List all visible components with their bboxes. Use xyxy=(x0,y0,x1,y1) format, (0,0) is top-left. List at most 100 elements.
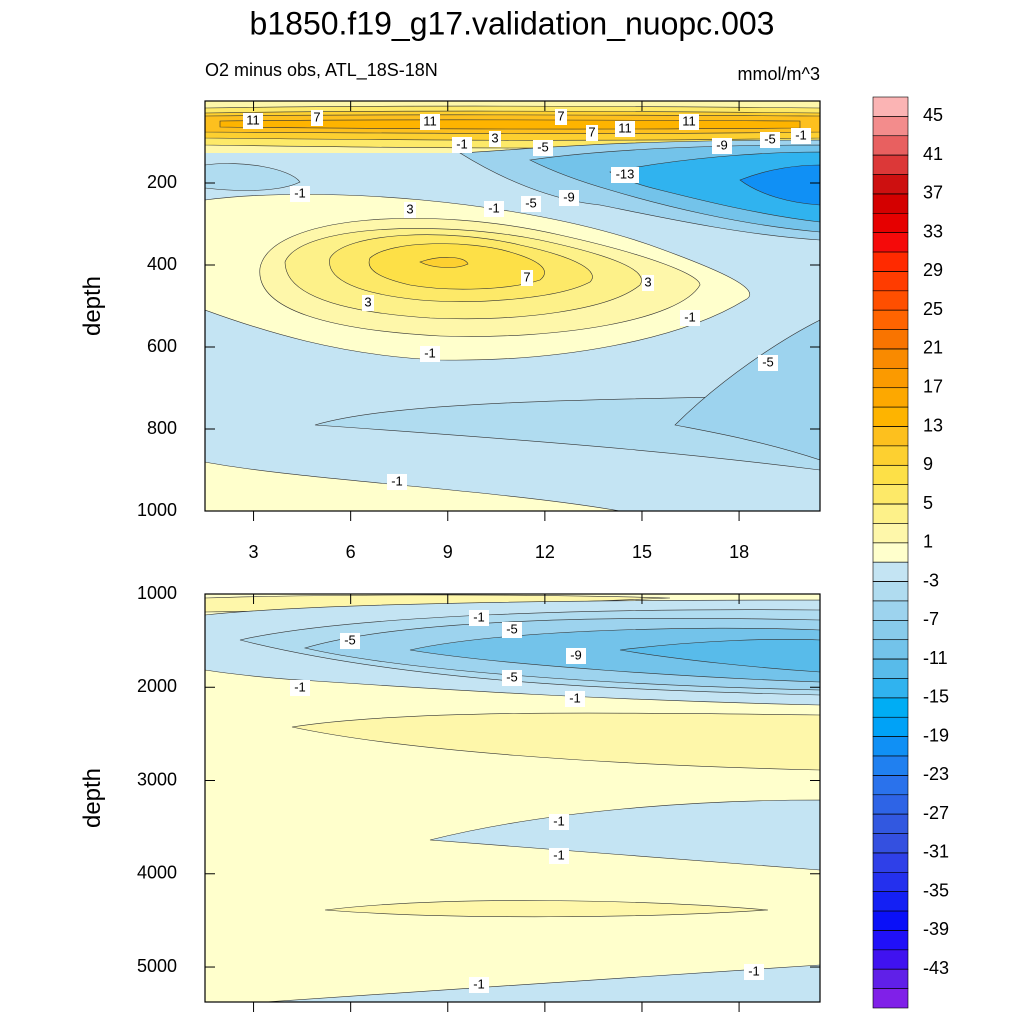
colorbar-box xyxy=(872,309,909,330)
contour-label: -1 xyxy=(795,127,807,142)
colorbar-box xyxy=(872,697,909,718)
colorbar-box xyxy=(872,523,909,544)
subtitle: O2 minus obs, ATL_18S-18N xyxy=(205,60,438,81)
contour-label: -1 xyxy=(473,976,485,991)
colorbar-box xyxy=(872,348,909,369)
colorbar-box xyxy=(872,368,909,389)
colorbar-box xyxy=(872,852,909,873)
y-tick-label: 800 xyxy=(147,418,177,438)
colorbar-box xyxy=(872,193,909,214)
y-axis-label: depth xyxy=(79,768,106,828)
colorbar-box xyxy=(872,930,909,951)
colorbar-box xyxy=(872,581,909,602)
colorbar-label: 29 xyxy=(923,260,943,280)
contour-label: 11 xyxy=(423,113,437,128)
contour-label: 7 xyxy=(313,109,320,124)
colorbar-box xyxy=(872,561,909,582)
contour-label: -5 xyxy=(537,139,549,154)
contour-label: 7 xyxy=(523,269,530,284)
colorbar-box xyxy=(872,794,909,815)
contour-label: -5 xyxy=(762,354,774,369)
contour-label-bg xyxy=(404,202,416,218)
colorbar-box xyxy=(872,445,909,466)
x-tick-label: 6 xyxy=(346,542,356,562)
colorbar-box xyxy=(872,96,909,117)
contour-label-bg xyxy=(615,121,635,137)
y-tick-label: 3000 xyxy=(137,769,177,789)
contour-label: 7 xyxy=(588,124,595,139)
plot-frame xyxy=(204,100,821,512)
colorbar-label: -31 xyxy=(923,842,949,862)
contour-label: -1 xyxy=(294,679,306,694)
contour-label-bg xyxy=(362,295,374,311)
y-tick-label: 200 xyxy=(147,172,177,192)
contour-label: -1 xyxy=(684,309,696,324)
colorbar-label: 9 xyxy=(923,454,933,474)
contour-label: 3 xyxy=(364,294,371,309)
y-tick-label: 4000 xyxy=(137,863,177,883)
contour-label-bg xyxy=(549,848,569,864)
colorbar-box xyxy=(872,949,909,970)
contour-label: -9 xyxy=(716,137,728,152)
colorbar-box xyxy=(872,154,909,175)
colorbar-box xyxy=(872,251,909,272)
colorbar-box xyxy=(872,716,909,737)
colorbar-box xyxy=(872,968,909,989)
contour-label: -5 xyxy=(764,131,776,146)
colorbar-label: 41 xyxy=(923,144,943,164)
contour-label: -1 xyxy=(569,690,581,705)
contour-label-bg xyxy=(290,680,310,696)
chart-title: b1850.f19_g17.validation_nuopc.003 xyxy=(250,5,775,41)
colorbar-box xyxy=(872,271,909,292)
colorbar-box xyxy=(872,678,909,699)
contour-label: -5 xyxy=(344,632,356,647)
colorbar-box xyxy=(872,406,909,427)
y-tick-label: 600 xyxy=(147,336,177,356)
colorbar-box xyxy=(872,542,909,563)
colorbar-box xyxy=(872,775,909,796)
colorbar-label: 37 xyxy=(923,183,943,203)
y-tick-label: 1000 xyxy=(137,583,177,603)
contour-label-bg xyxy=(521,196,541,212)
colorbar-box xyxy=(872,484,909,505)
x-tick-label: 9 xyxy=(443,542,453,562)
contour-label-bg xyxy=(555,109,567,125)
contour-label: -5 xyxy=(506,621,518,636)
contour-label-bg xyxy=(469,977,489,993)
contour-label: -9 xyxy=(570,647,582,662)
contour-label: -5 xyxy=(525,195,537,210)
colorbar-label: -35 xyxy=(923,880,949,900)
colorbar-label: 5 xyxy=(923,493,933,513)
contour-label-bg xyxy=(387,474,407,490)
colorbar-box xyxy=(872,464,909,485)
contour-label: -1 xyxy=(488,200,500,215)
contour-label-bg xyxy=(611,167,639,183)
contour-label-bg xyxy=(565,691,585,707)
colorbar-box xyxy=(872,988,909,1009)
contour-label: 11 xyxy=(618,120,632,135)
contour-label-bg xyxy=(340,633,360,649)
contour-label: 11 xyxy=(246,112,260,127)
colorbar-box xyxy=(872,620,909,641)
contour-label-bg xyxy=(502,622,522,638)
plot-frame xyxy=(204,593,821,1003)
colorbar-label: -19 xyxy=(923,725,949,745)
contour-label-bg xyxy=(290,186,310,202)
colorbar-label: 13 xyxy=(923,415,943,435)
colorbar-box xyxy=(872,755,909,776)
colorbar-box xyxy=(872,116,909,137)
contour-label-bg xyxy=(420,114,440,130)
contour-label: -1 xyxy=(294,185,306,200)
colorbar-box xyxy=(872,503,909,524)
y-tick-label: 1000 xyxy=(137,500,177,520)
contour-label: -1 xyxy=(424,345,436,360)
colorbar-box xyxy=(872,329,909,350)
colorbar-box xyxy=(872,426,909,447)
contour-label-bg xyxy=(469,610,489,626)
colorbar-label: -11 xyxy=(923,648,948,668)
colorbar-label: 45 xyxy=(923,105,943,125)
y-tick-label: 400 xyxy=(147,254,177,274)
contour-label-bg xyxy=(642,275,654,291)
colorbar-box xyxy=(872,833,909,854)
